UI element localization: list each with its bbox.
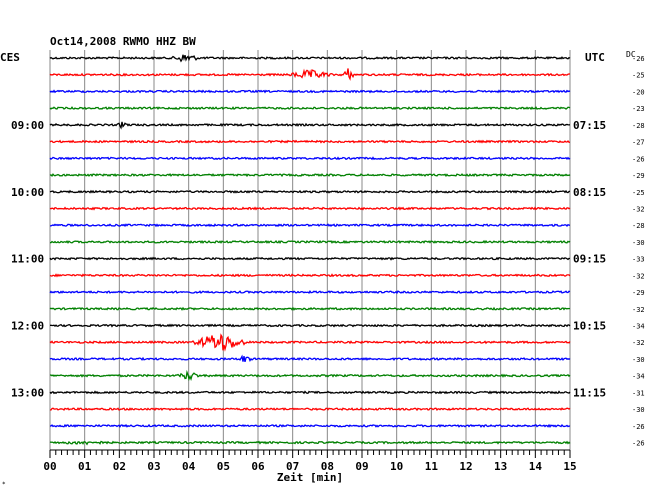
right-hour-label-4: 11:15 [573,386,606,399]
dc-value-16: -34 [632,323,645,331]
dc-value-5: -27 [632,139,645,147]
dc-value-12: -33 [632,256,645,264]
trace-5 [49,139,571,144]
x-tick-label-11: 11 [425,460,439,473]
right-hour-label-3: 10:15 [573,320,606,333]
seismic-traces [49,54,571,446]
x-tick-label-5: 05 [217,460,230,473]
trace-11 [49,239,571,244]
dc-value-6: -26 [632,155,645,163]
x-tick-label-8: 08 [321,460,334,473]
left-hour-label-1: 10:00 [11,186,44,199]
dc-value-18: -30 [632,356,645,364]
right-hour-label-0: 07:15 [573,119,606,132]
x-tick-label-3: 03 [147,460,160,473]
x-axis-label: Zeit [min] [277,471,343,484]
trace-12 [49,256,571,261]
dc-label: DC [626,50,636,59]
right-hour-label-2: 09:15 [573,253,606,266]
right-hour-labels: 07:15 08:15 09:15 10:15 11:15 [573,119,606,400]
x-tick-label-7: 07 [286,460,299,473]
x-tick-label-13: 13 [494,460,507,473]
left-hour-label-3: 12:00 [11,320,44,333]
trace-9 [49,206,571,211]
left-hour-labels: 09:00 10:00 11:00 12:00 13:00 [11,119,44,400]
dc-value-13: -32 [632,272,645,280]
dc-value-7: -29 [632,172,645,180]
dc-value-9: -32 [632,205,645,213]
dc-value-21: -30 [632,406,645,414]
trace-4 [49,121,571,130]
dc-value-8: -25 [632,189,645,197]
trace-19 [49,369,571,382]
dc-value-3: -23 [632,105,645,113]
corner-mark: * [2,481,6,488]
x-tick-label-10: 10 [390,460,403,473]
left-hour-label-4: 13:00 [11,386,44,399]
trace-10 [50,223,571,228]
trace-3 [49,106,571,111]
dc-value-4: -28 [632,122,645,130]
dc-value-20: -31 [632,389,645,397]
dc-value-14: -29 [632,289,645,297]
dc-value-0: -26 [632,55,645,63]
right-hour-label-1: 08:15 [573,186,606,199]
trace-18 [49,354,571,362]
right-axis-label: UTC [585,51,605,64]
trace-15 [49,306,571,311]
x-tick-label-9: 09 [355,460,368,473]
x-tick-label-6: 06 [251,460,265,473]
x-tick-label-15: 15 [563,460,576,473]
left-axis-label: CES [0,51,20,64]
trace-16 [49,323,571,328]
x-tick-label-4: 04 [182,460,196,473]
x-axis: 00 01 02 03 04 05 06 07 08 09 10 11 12 13 14 15 [43,449,577,473]
dc-value-15: -32 [632,306,645,314]
dc-value-11: -30 [632,239,645,247]
dc-value-23: -26 [632,440,645,448]
x-tick-label-14: 14 [529,460,543,473]
trace-14 [49,289,571,295]
trace-20 [49,390,571,395]
trace-0 [49,54,571,63]
x-tick-label-0: 00 [43,460,56,473]
trace-21 [49,407,571,412]
left-hour-label-0: 09:00 [11,119,44,132]
x-tick-label-2: 02 [113,460,126,473]
trace-7 [49,173,571,178]
x-tick-label-12: 12 [459,460,472,473]
chart-title: Oct14,2008 RWMO HHZ BW [50,35,196,48]
dc-value-2: -20 [632,88,645,96]
trace-1 [49,68,571,81]
left-hour-label-2: 11:00 [11,253,44,266]
x-tick-label-1: 01 [78,460,92,473]
dc-value-10: -28 [632,222,645,230]
trace-22 [49,423,571,429]
dc-values: -26 -25 -20 -23 -28 -27 -26 -29 -25 -32 -28 -30 -33 -… [632,55,645,448]
dc-value-22: -26 [632,423,645,431]
dc-value-19: -34 [632,373,645,381]
trace-13 [49,273,571,278]
trace-2 [49,89,571,94]
dc-value-1: -25 [632,72,645,80]
trace-6 [49,156,571,161]
dc-value-17: -32 [632,339,645,347]
trace-8 [49,189,571,194]
trace-17 [49,333,571,352]
time-gridlines [49,50,571,450]
trace-23 [49,440,571,446]
